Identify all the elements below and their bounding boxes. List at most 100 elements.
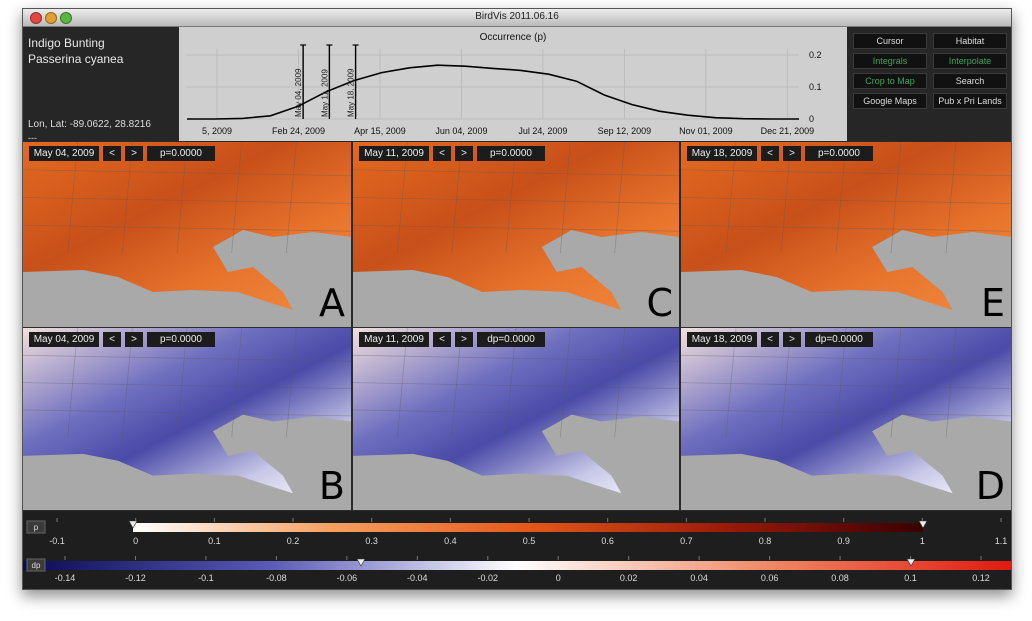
p-scale-label: 0.4: [444, 536, 457, 546]
date-marker[interactable]: May 04, 2009: [294, 44, 307, 119]
p-color-bar[interactable]: [133, 523, 923, 532]
prev-date-button[interactable]: <: [433, 332, 451, 347]
date-marker[interactable]: May 18, 2009: [347, 44, 359, 119]
p-scale-label: 0.5: [523, 536, 536, 546]
dp-scale-label: 0.06: [761, 573, 779, 583]
next-date-button[interactable]: >: [455, 332, 473, 347]
map-canvas[interactable]: [681, 142, 1011, 327]
window-title: BirdVis 2011.06.16: [475, 11, 559, 22]
y-tick-label: 0.1: [809, 82, 822, 92]
crop-to-map-button[interactable]: Crop to Map: [853, 73, 927, 89]
occurrence-chart[interactable]: Occurrence (p) 5, 2009 Feb 24, 2009 Apr 15,…: [179, 27, 847, 141]
p-scale-tag: [26, 520, 46, 534]
occurrence-map-panel[interactable]: May 11, 2009 < > p=0.0000 C: [353, 142, 679, 327]
minimize-window-icon[interactable]: [45, 12, 57, 24]
dp-scale-label: -0.04: [407, 573, 428, 583]
scale-handle[interactable]: [918, 520, 928, 529]
dp-color-bar[interactable]: [23, 561, 1011, 570]
scale-handle[interactable]: [906, 558, 916, 567]
dp-scale-label: 0.1: [904, 573, 917, 583]
pub-x-pri-lands-button[interactable]: Pub x Pri Lands: [933, 93, 1007, 109]
land-region: [353, 328, 679, 494]
x-tick-label: 5, 2009: [202, 126, 232, 136]
x-tick-label: Dec 21, 2009: [761, 126, 815, 136]
prev-date-button[interactable]: <: [761, 332, 779, 347]
p-scale-label: 1: [920, 536, 925, 546]
control-button-panel: Cursor Habitat Integrals Interpolate Crop to…: [847, 27, 1011, 141]
map-canvas[interactable]: [353, 328, 679, 510]
occurrence-map-panel[interactable]: May 04, 2009 < > p=0.0000 A: [23, 142, 351, 327]
next-date-button[interactable]: >: [125, 332, 143, 347]
p-scale-tag-label: p: [34, 523, 39, 532]
p-scale-label: 0.6: [601, 536, 614, 546]
prev-date-button[interactable]: <: [433, 146, 451, 161]
difference-map-panel[interactable]: May 18, 2009 < > dp=0.0000 D: [681, 328, 1011, 510]
close-window-icon[interactable]: [30, 12, 42, 24]
next-date-button[interactable]: >: [455, 146, 473, 161]
panel-value: dp=0.0000: [477, 332, 545, 347]
panel-date: May 04, 2009: [29, 332, 99, 347]
p-scale-label: 0: [133, 536, 138, 546]
next-date-button[interactable]: >: [783, 332, 801, 347]
land-region: [681, 328, 1011, 494]
panel-value: p=0.0000: [477, 146, 545, 161]
species-common-name: Indigo Bunting: [28, 36, 105, 50]
p-scale-label: 0.9: [837, 536, 850, 546]
x-tick-label: Jul 24, 2009: [518, 126, 567, 136]
map-canvas[interactable]: [23, 328, 351, 510]
birdvis-window: BirdVis 2011.06.16 Indigo Bunting Passer…: [22, 8, 1012, 590]
integrals-button[interactable]: Integrals: [853, 53, 927, 69]
p-scale-label: 0.8: [759, 536, 772, 546]
panel-date: May 18, 2009: [687, 332, 757, 347]
color-scales: -0.1 0 0.1 0.2 0.3 0.4 0.5 0.6 0.7 0.8 0.9 1 1.1 p -0.…: [23, 511, 1011, 589]
p-scale-label: 0.7: [680, 536, 693, 546]
dp-scale-label: 0.02: [620, 573, 638, 583]
x-tick-label: Nov 01, 2009: [679, 126, 733, 136]
scale-handle[interactable]: [356, 558, 366, 567]
panel-date: May 11, 2009: [359, 332, 429, 347]
google-maps-button[interactable]: Google Maps: [853, 93, 927, 109]
date-marker-label: May 04, 2009: [294, 68, 303, 117]
dp-scale-label: 0.12: [972, 573, 990, 583]
p-scale-label: 0.3: [365, 536, 378, 546]
interpolate-button[interactable]: Interpolate: [933, 53, 1007, 69]
x-tick-label: Sep 12, 2009: [598, 126, 652, 136]
scale-handle[interactable]: [128, 520, 138, 529]
maximize-window-icon[interactable]: [60, 12, 72, 24]
prev-date-button[interactable]: <: [103, 146, 121, 161]
dp-scale-label: -0.12: [125, 573, 146, 583]
panel-letter: C: [646, 281, 673, 325]
search-button[interactable]: Search: [933, 73, 1007, 89]
next-date-button[interactable]: >: [783, 146, 801, 161]
color-scale-svg[interactable]: -0.1 0 0.1 0.2 0.3 0.4 0.5 0.6 0.7 0.8 0.9 1 1.1 p -0.…: [23, 511, 1011, 589]
x-tick-label: Apr 15, 2009: [354, 126, 406, 136]
occurrence-map-panel[interactable]: May 18, 2009 < > p=0.0000 E: [681, 142, 1011, 327]
dp-scale-label: -0.1: [198, 573, 214, 583]
difference-map-panel[interactable]: May 04, 2009 < > p=0.0000 B: [23, 328, 351, 510]
date-marker[interactable]: May 11, 2009: [320, 44, 333, 119]
panel-letter: A: [319, 281, 345, 325]
map-canvas[interactable]: [681, 328, 1011, 510]
land-region: [353, 142, 679, 310]
cursor-extra-info: ---: [28, 133, 37, 143]
dp-scale-label: 0.04: [690, 573, 708, 583]
land-region: [681, 142, 1011, 310]
dp-scale-tag-label: dp: [32, 561, 41, 570]
cursor-button[interactable]: Cursor: [853, 33, 927, 49]
map-canvas[interactable]: [23, 142, 351, 327]
panel-date: May 04, 2009: [29, 146, 99, 161]
prev-date-button[interactable]: <: [103, 332, 121, 347]
panel-value: p=0.0000: [147, 146, 215, 161]
p-scale-label: 1.1: [995, 536, 1008, 546]
map-canvas[interactable]: [353, 142, 679, 327]
panel-value: dp=0.0000: [805, 332, 873, 347]
occurrence-chart-svg[interactable]: Occurrence (p) 5, 2009 Feb 24, 2009 Apr 15,…: [179, 27, 847, 141]
cursor-lonlat: Lon, Lat: -89.0622, 28.8216: [28, 119, 151, 130]
dp-scale-label: -0.02: [478, 573, 499, 583]
panel-letter: D: [975, 464, 1005, 508]
habitat-button[interactable]: Habitat: [933, 33, 1007, 49]
p-scale-label: 0.2: [287, 536, 300, 546]
next-date-button[interactable]: >: [125, 146, 143, 161]
prev-date-button[interactable]: <: [761, 146, 779, 161]
difference-map-panel[interactable]: May 11, 2009 < > dp=0.0000: [353, 328, 679, 510]
